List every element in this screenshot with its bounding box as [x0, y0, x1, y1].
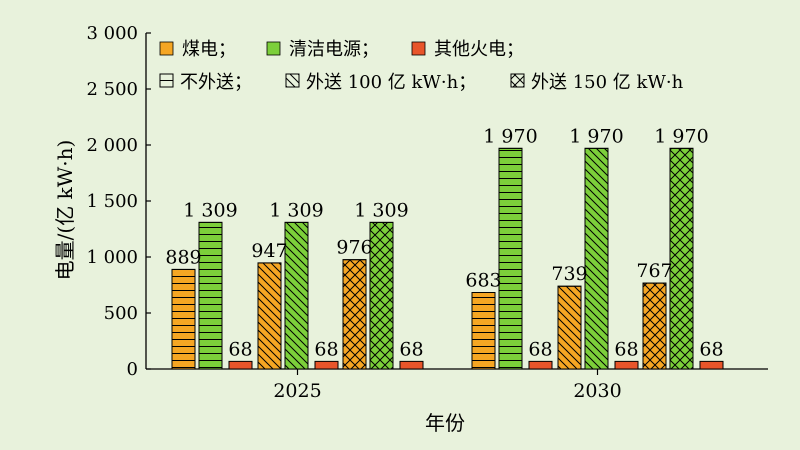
y-axis-title: 电量/(亿 kW·h): [53, 140, 77, 281]
legend-label-scenario: 不外送；: [180, 72, 252, 93]
data-label-other: 68: [399, 338, 423, 360]
legend-swatch-pattern-fill: [510, 73, 525, 88]
bar-coal-hatch: [257, 262, 282, 370]
legend-label-scenario: 外送 150 亿 kW·h: [531, 72, 684, 93]
data-label-clean: 1 309: [183, 199, 237, 221]
data-label-coal: 947: [251, 240, 287, 262]
x-axis-title: 年份: [425, 411, 465, 435]
bar-other: [614, 360, 639, 370]
y-tick-label: 2 000: [86, 135, 138, 156]
bar-clean-hatch: [669, 147, 694, 370]
bar-coal-hatch: [342, 259, 367, 370]
y-tick-label: 500: [104, 303, 138, 324]
data-label-other: 68: [699, 338, 723, 360]
legend-label-fuel: 煤电；: [182, 39, 236, 60]
legend: 煤电； 清洁电源； 其他火电； 不外送； 外送 100 亿 kW·h； 外送 150 亿 …: [159, 39, 684, 93]
bar-coal-hatch: [171, 268, 196, 370]
x-tick-label: 2030: [573, 380, 621, 402]
data-label-clean: 1 970: [483, 125, 537, 147]
data-label-clean: 1 309: [269, 199, 323, 221]
y-tick-label: 1 000: [86, 247, 138, 268]
bar-coal-hatch: [642, 282, 667, 370]
axes: 0 500 1 000 1 500 2 000 2 500 3 000 2025 2030: [86, 23, 768, 402]
data-label-coal: 976: [336, 237, 372, 259]
data-label-coal: 739: [551, 263, 587, 285]
bar-clean-hatch: [198, 221, 223, 370]
y-tick-label: 3 000: [86, 23, 138, 44]
data-label-other: 68: [314, 338, 338, 360]
bar-coal-hatch: [471, 292, 496, 370]
data-label-coal: 889: [165, 246, 201, 268]
legend-swatch-fuel: [266, 41, 281, 56]
y-tick-label: 1 500: [86, 191, 138, 212]
legend-label-fuel: 清洁电源；: [289, 39, 379, 60]
bars: [171, 147, 724, 370]
data-label-other: 68: [228, 338, 252, 360]
data-label-clean: 1 970: [654, 125, 708, 147]
legend-label-fuel: 其他火电；: [434, 39, 524, 60]
bar-other: [528, 360, 553, 370]
data-label-clean: 1 970: [569, 125, 623, 147]
bar-other: [314, 360, 339, 370]
bar-other: [399, 360, 424, 370]
data-label-coal: 767: [636, 260, 672, 282]
bar-coal-hatch: [557, 285, 582, 370]
bar-clean-hatch: [284, 221, 309, 370]
bar-other: [228, 360, 253, 370]
bar-clean-hatch: [369, 221, 394, 370]
y-tick-label: 0: [127, 359, 138, 380]
bar-clean-hatch: [498, 147, 523, 370]
data-label-coal: 683: [465, 270, 501, 292]
data-label-clean: 1 309: [354, 199, 408, 221]
data-label-other: 68: [614, 338, 638, 360]
x-tick-label: 2025: [273, 380, 321, 402]
data-label-other: 68: [528, 338, 552, 360]
legend-swatch-pattern-fill: [285, 73, 300, 88]
legend-label-scenario: 外送 100 亿 kW·h；: [306, 72, 476, 93]
y-tick-label: 2 500: [86, 79, 138, 100]
bar-clean-hatch: [584, 147, 609, 370]
bar-other: [699, 360, 724, 370]
legend-swatch-fuel: [159, 41, 174, 56]
legend-swatch-fuel: [411, 41, 426, 56]
data-labels: 889 1 309 68 947 1 309 68 976 1 309 68 683 1 970 68…: [165, 125, 723, 360]
legend-swatch-pattern-fill: [159, 73, 174, 88]
